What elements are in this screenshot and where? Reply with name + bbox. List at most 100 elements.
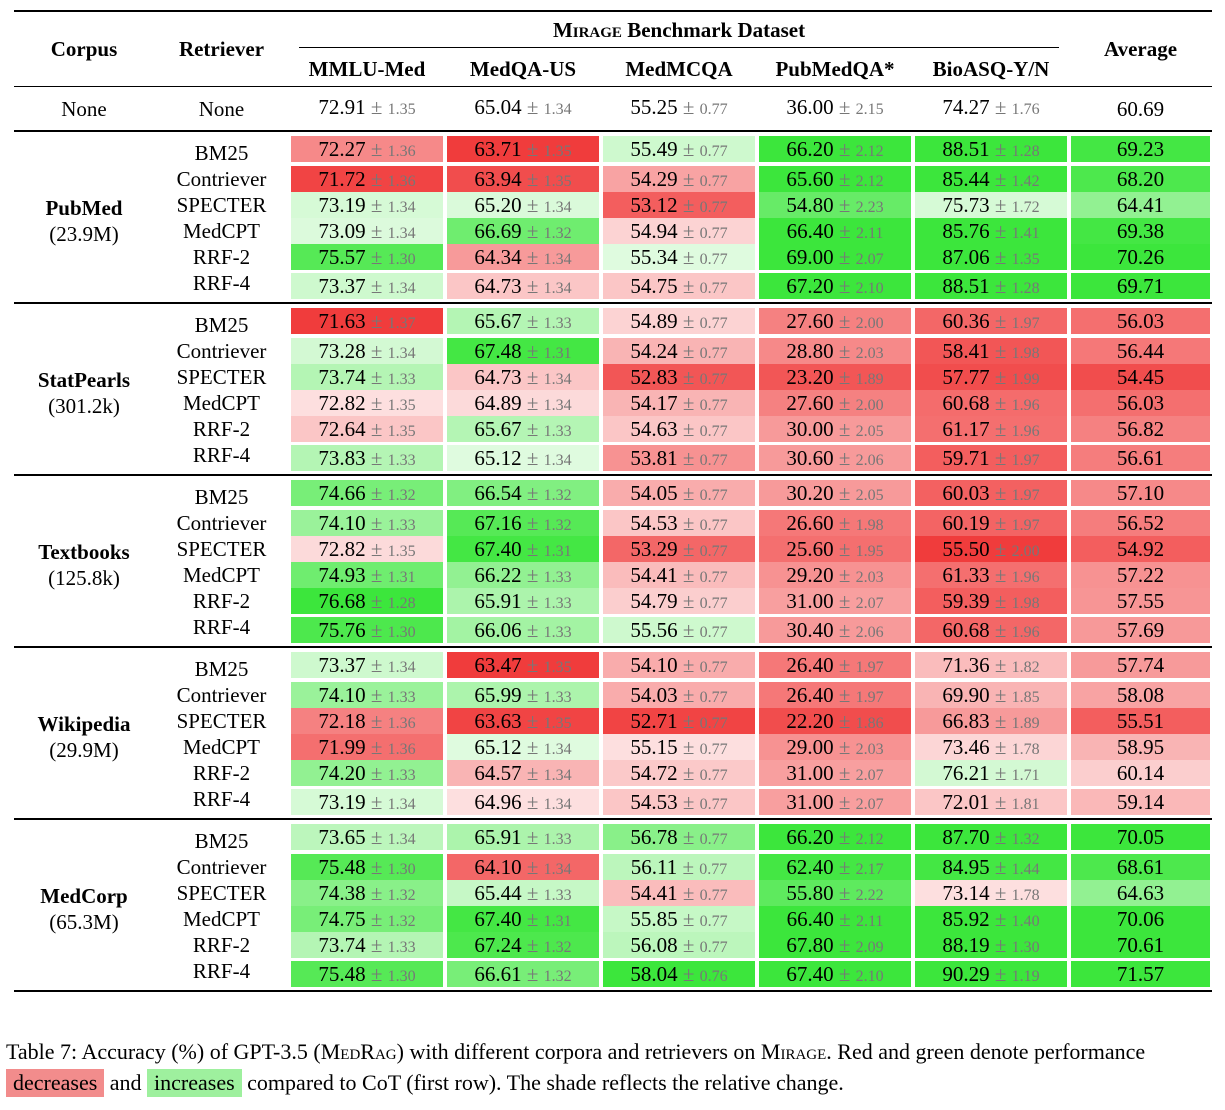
average-value: 69.71	[1071, 273, 1211, 299]
average-cell: 57.69	[1069, 614, 1212, 647]
score-std: 1.78	[1011, 741, 1040, 758]
average-cell: 55.51	[1069, 708, 1212, 734]
score-cell: 66.40 ± 2.11	[757, 218, 913, 244]
score-value: 52.83	[630, 365, 678, 389]
score-cell: 55.15 ± 0.77	[601, 734, 757, 760]
score-std: 1.35	[543, 173, 572, 190]
score-value: 74.75	[318, 907, 366, 931]
score-cell: 65.12 ± 1.34	[445, 442, 601, 475]
score-value: 67.16	[474, 511, 522, 535]
average-value: 56.44	[1071, 338, 1211, 364]
score-std: 2.05	[855, 423, 884, 440]
score-cell: 30.60 ± 2.06	[757, 442, 913, 475]
score-value: 67.48	[474, 339, 522, 363]
score-cell: 30.20 ± 2.05	[757, 474, 913, 510]
score-value: 59.71	[942, 446, 990, 470]
score-cell: 54.63 ± 0.77	[601, 416, 757, 442]
score-std: 0.77	[699, 624, 728, 641]
score-value: 56.11	[630, 855, 678, 879]
table-row: StatPearls (301.2k) BM25 71.63 ± 1.37 65.67 …	[14, 302, 1213, 475]
score-cell: 29.20 ± 2.03	[757, 562, 913, 588]
score-cell: 64.34 ± 1.34	[445, 244, 601, 270]
average-cell: 69.23	[1069, 131, 1212, 166]
average-value: 55.51	[1071, 708, 1211, 734]
score-std: 0.77	[699, 371, 728, 388]
score-cell: 55.56 ± 0.77	[601, 614, 757, 647]
score-cell: 65.99 ± 1.33	[445, 682, 601, 708]
average-cell: 59.14	[1069, 786, 1212, 819]
score-value: 54.41	[630, 881, 678, 905]
score-std: 2.17	[855, 861, 884, 878]
score-value: 54.72	[630, 761, 678, 785]
decreases-chip: decreases	[6, 1069, 105, 1097]
score-std: 1.33	[543, 423, 572, 440]
score-std: 1.33	[387, 939, 416, 956]
table-row: RRF-2 72.64 ± 1.35 65.67 ± 1.33 54.63 ± 0.7…	[14, 416, 1212, 442]
score-cell: 52.83 ± 0.77	[601, 364, 757, 390]
table-row: RRF-4 73.83 ± 1.33 65.12 ± 1.34 53.81 ± 0.7…	[14, 442, 1212, 475]
results-table-container: Corpus Retriever Mirage Benchmark Datase…	[14, 10, 1213, 992]
score-cell: 67.20 ± 2.10	[757, 270, 913, 303]
score-value: 65.12	[474, 446, 522, 470]
retriever-cell: Contriever	[176, 683, 267, 707]
score-value: 66.20	[786, 137, 834, 161]
table-row: RRF-2 73.74 ± 1.33 67.24 ± 1.32 56.08 ± 0.7…	[14, 932, 1212, 958]
score-cell: 74.75 ± 1.32	[289, 906, 445, 932]
score-std: 1.32	[543, 968, 572, 985]
score-std: 2.12	[855, 143, 884, 160]
score-cell: 73.83 ± 1.33	[289, 442, 445, 475]
score-value: 69.90	[942, 683, 990, 707]
average-value: 69.38	[1071, 218, 1211, 244]
table-row: SPECTER 73.74 ± 1.33 64.73 ± 1.34 52.83 ± 0…	[14, 364, 1212, 390]
score-value: 26.60	[786, 511, 834, 535]
retriever-cell: RRF-2	[192, 933, 251, 957]
score-value: 73.19	[318, 193, 366, 217]
score-std: 0.77	[699, 913, 728, 930]
score-cell: 56.11 ± 0.77	[601, 854, 757, 880]
corpus-size: (65.3M)	[49, 910, 119, 934]
score-std: 0.77	[699, 796, 728, 813]
score-value: 54.94	[630, 219, 678, 243]
average-cell: 70.06	[1069, 906, 1212, 932]
score-cell: 87.70 ± 1.32	[913, 818, 1070, 854]
corpus-size: (301.2k)	[48, 394, 120, 418]
score-value: 64.10	[474, 855, 522, 879]
score-std: 0.77	[699, 487, 728, 504]
average-value: 57.22	[1071, 562, 1211, 588]
score-value: 74.93	[318, 563, 366, 587]
score-cell: 85.92 ± 1.40	[913, 906, 1069, 932]
score-std: 0.76	[699, 968, 728, 985]
score-std: 0.77	[699, 861, 728, 878]
table-row: RRF-4 75.48 ± 1.30 66.61 ± 1.32 58.04 ± 0.7…	[14, 958, 1213, 992]
score-std: 1.96	[1011, 624, 1040, 641]
average-cell: 60.14	[1069, 760, 1212, 786]
score-std: 1.32	[543, 939, 572, 956]
score-cell: 63.71 ± 1.35	[445, 131, 601, 166]
retriever-cell: SPECTER	[176, 193, 267, 217]
score-std: 1.34	[387, 796, 416, 813]
score-std: 2.07	[855, 767, 884, 784]
score-std: 1.32	[387, 887, 416, 904]
score-value: 73.37	[318, 653, 366, 677]
score-std: 1.35	[387, 397, 416, 414]
average-cell: 58.95	[1069, 734, 1212, 760]
score-cell: 23.20 ± 1.89	[757, 364, 913, 390]
table-row: MedCorp (65.3M) BM25 73.65 ± 1.34 65.91 ± 1.…	[14, 818, 1213, 992]
score-value: 60.03	[942, 481, 990, 505]
retriever-cell: Contriever	[176, 855, 267, 879]
score-cell: 60.03 ± 1.97	[913, 474, 1070, 510]
score-cell: 63.94 ± 1.35	[445, 166, 601, 192]
score-value: 63.63	[474, 709, 522, 733]
score-std: 1.34	[387, 225, 416, 242]
score-std: 0.77	[699, 143, 728, 160]
score-cell: 27.60 ± 2.00	[757, 302, 913, 338]
corpus-size: (23.9M)	[49, 222, 119, 246]
score-cell: 66.20 ± 2.12	[757, 818, 913, 854]
score-std: 1.33	[543, 689, 572, 706]
score-std: 1.99	[1011, 371, 1040, 388]
score-std: 0.77	[699, 659, 728, 676]
score-std: 1.97	[855, 659, 884, 676]
score-std: 2.11	[855, 913, 884, 930]
score-cell: 64.89 ± 1.34	[445, 390, 601, 416]
score-cell: 30.40 ± 2.06	[757, 614, 913, 647]
